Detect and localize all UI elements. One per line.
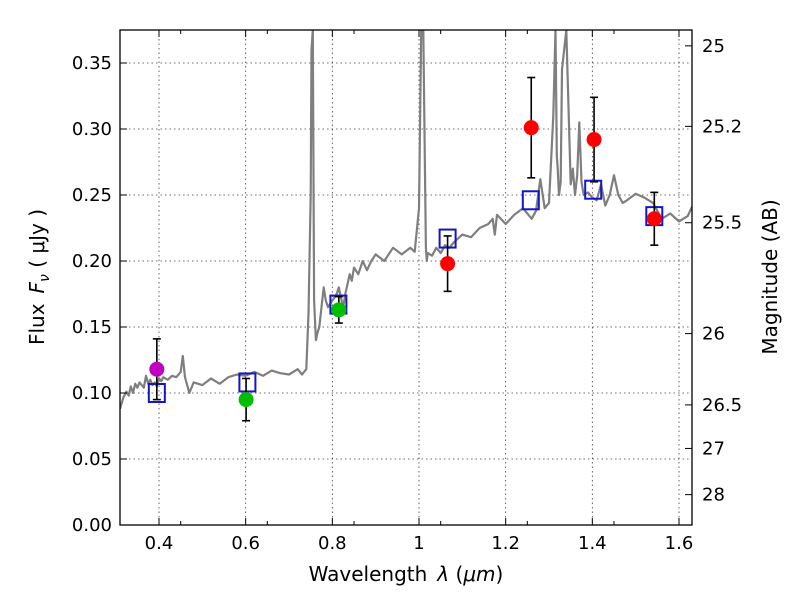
- observed-flux-point: [440, 256, 456, 272]
- right-tick-label: 27: [702, 438, 725, 459]
- model-photometry-box: [521, 190, 540, 211]
- observed-flux-point: [646, 211, 662, 227]
- observed-flux-point: [149, 361, 165, 377]
- photometry-points: [147, 76, 664, 422]
- plot-frame: [119, 29, 693, 526]
- model-photometry-box: [238, 372, 257, 393]
- right-tick-label: 25: [702, 36, 725, 57]
- y-tick-label: 0.35: [72, 53, 112, 74]
- right-tick-label: 25.5: [702, 213, 742, 234]
- grid: [120, 30, 692, 526]
- y-tick-label: 0.10: [72, 383, 112, 404]
- right-axis-title: Magnitude (AB): [758, 199, 782, 354]
- x-tick-label: 1.2: [491, 533, 520, 554]
- right-tick-label: 28: [702, 485, 725, 506]
- y-tick-label: 0.15: [72, 317, 112, 338]
- observed-flux-point: [523, 120, 539, 136]
- plot-area-border: [119, 29, 693, 526]
- x-tick-label: 1.6: [665, 533, 694, 554]
- x-tick-label: 0.8: [318, 533, 347, 554]
- right-tick-label: 26: [702, 324, 725, 345]
- x-axis-title: Wavelength λ (μm): [309, 562, 504, 586]
- model-photometry-box: [584, 179, 603, 200]
- y-tick-label: 0.20: [72, 251, 112, 272]
- y-tick-label: 0.00: [72, 515, 112, 536]
- y-tick-label: 0.30: [72, 119, 112, 140]
- right-tick-label: 26.5: [702, 395, 742, 416]
- y-axis-title: FluxFν ( μJy ): [25, 209, 53, 345]
- observed-flux-point: [331, 302, 347, 318]
- observed-flux-point: [238, 392, 254, 408]
- y-tick-label: 0.05: [72, 449, 112, 470]
- y-tick-label: 0.25: [72, 185, 112, 206]
- model-spectrum-line: [120, 30, 692, 410]
- x-tick-label: 1: [413, 533, 424, 554]
- right-tick-label: 25.2: [702, 116, 742, 137]
- x-tick-label: 0.4: [145, 533, 174, 554]
- x-tick-label: 1.4: [578, 533, 607, 554]
- observed-flux-point: [586, 132, 602, 148]
- x-tick-label: 0.6: [231, 533, 260, 554]
- axis-ticks: 0.4 0.6 0.8 1 1.2 1.4 1.6 0.00 0.05 0.10 0.15 0.20 0…: [72, 30, 742, 554]
